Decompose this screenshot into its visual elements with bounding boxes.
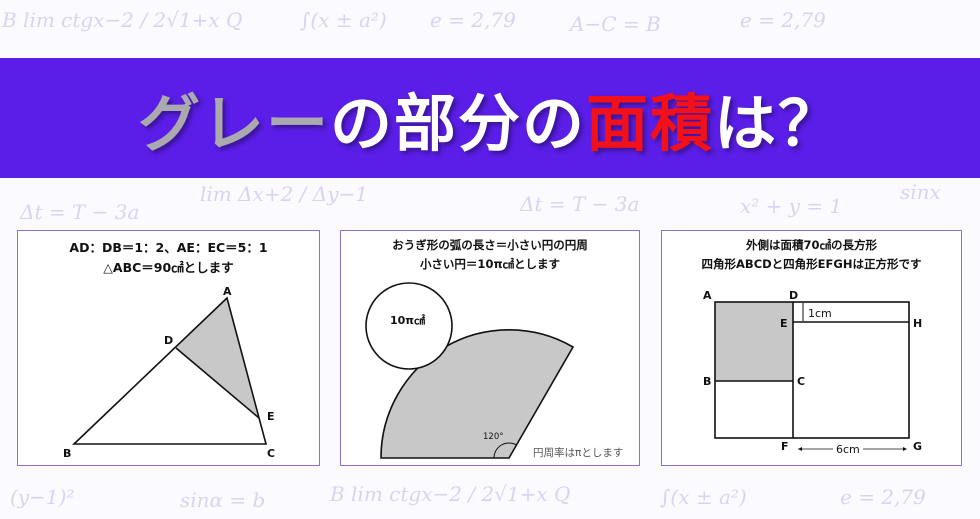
title-white: の部分の [329, 87, 586, 160]
bg-formula: e = 2,79 [430, 8, 516, 32]
label-f: F [781, 440, 789, 453]
bg-formula: ∫(x ± a²) [660, 485, 747, 509]
title-red: 面積 [586, 87, 715, 160]
title-gray: グレー [137, 87, 330, 160]
title-banner: グレーの部分の面積は？ [0, 58, 980, 178]
problem-text-line2: 小さい円＝10π㎠とします [419, 257, 561, 271]
pi-note: 円周率はπとします [533, 446, 623, 459]
label-g: G [913, 440, 922, 453]
triangle-abc [72, 296, 268, 445]
problem-panel-sector: 10π㎠ 120° 円周率はπとします おうぎ形の弧の長さ＝小さい円の円周 小さ… [340, 230, 640, 466]
dim-6cm: 6cm [836, 443, 860, 456]
bg-formula: Δt = T − 3a [20, 200, 140, 224]
label-a: A [223, 285, 232, 298]
bg-formula: sinx [900, 180, 941, 204]
angle-arc [493, 442, 517, 459]
circle-area-label: 10π㎠ [390, 313, 425, 327]
problem-panel-rectangle: 1cm 6cm A D E H B C F G 外側は面積70㎠の長方形 四角形… [661, 230, 962, 466]
label-b: B [703, 375, 711, 388]
rectangle-diagram: 1cm 6cm A D E H B C F G [703, 289, 922, 456]
sector-diagram: 10π㎠ 120° 円周率はπとします [365, 282, 623, 459]
label-c: C [797, 375, 805, 388]
bg-formula: e = 2,79 [840, 485, 926, 509]
label-a: A [703, 289, 712, 302]
label-h: H [913, 317, 922, 330]
outer-rectangle [714, 301, 910, 439]
triangle-diagram: A D E B C [63, 285, 275, 460]
bg-formula: e = 2,79 [740, 8, 826, 32]
bg-formula: lim Δx+2 / Δy−1 [200, 182, 368, 206]
bg-formula: (y−1)² [10, 485, 75, 509]
bg-formula: B lim ctgx−2 / 2√1+x Q [330, 482, 571, 506]
problem-panel-triangle: A D E B C AD：DB＝1：2、AE：EC＝5：1 △ABC＝90㎠とし… [17, 230, 320, 466]
problem-text-line1: AD：DB＝1：2、AE：EC＝5：1 [69, 240, 268, 255]
problem-text-line2: 四角形ABCDと四角形EFGHは正方形です [701, 257, 922, 271]
problem-text-line1: 外側は面積70㎠の長方形 [745, 238, 877, 252]
label-c: C [267, 447, 275, 460]
label-b: B [63, 447, 71, 460]
shaded-square-abcd [715, 302, 793, 381]
bg-formula: sinα = b [180, 488, 266, 512]
small-circle [365, 282, 453, 370]
dim-1cm: 1cm [808, 307, 832, 320]
segment-de [175, 347, 260, 419]
label-d: D [789, 289, 798, 302]
bg-formula: ∫(x ± a²) [300, 8, 387, 32]
shaded-triangle [176, 298, 259, 418]
label-e: E [267, 410, 275, 423]
problem-text-line1: おうぎ形の弧の長さ＝小さい円の円周 [392, 238, 588, 252]
arrowhead-left [798, 447, 802, 451]
bg-formula: B lim ctgx−2 / 2√1+x Q [2, 8, 243, 32]
title-white-end: は？ [714, 87, 843, 160]
problem-text-line2: △ABC＝90㎠とします [103, 260, 234, 275]
label-d: D [164, 334, 173, 347]
bg-formula: x² + y = 1 [740, 194, 843, 218]
angle-label: 120° [483, 432, 503, 442]
bg-formula: Δt = T − 3a [520, 192, 640, 216]
page-title: グレーの部分の面積は？ [138, 73, 842, 163]
bg-formula: A−C = B [570, 12, 661, 36]
label-e: E [780, 317, 788, 330]
arrowhead-right [903, 447, 907, 451]
